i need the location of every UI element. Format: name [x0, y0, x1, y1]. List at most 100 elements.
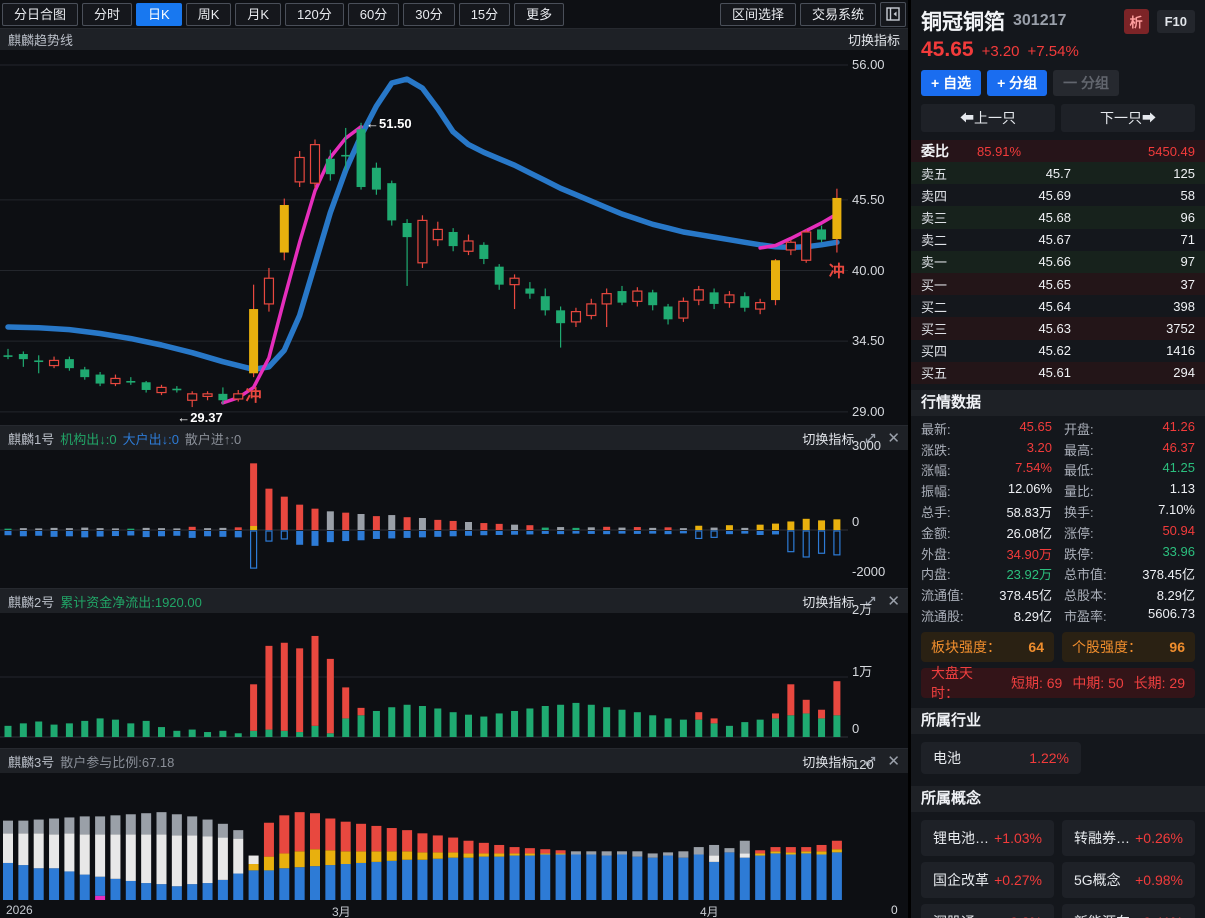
toolbar-tab-9[interactable]: 15分	[458, 2, 511, 26]
y-axis-label: 40.00	[852, 263, 885, 278]
sub2-chart-svg[interactable]	[0, 613, 848, 748]
order-book-row[interactable]: 卖三 45.68 96	[911, 206, 1205, 229]
close-icon[interactable]: ✕	[887, 429, 900, 447]
industry-chip[interactable]: 电池 1.22%	[921, 741, 1081, 774]
expand-icon[interactable]	[864, 595, 877, 608]
order-book-row[interactable]: 买五 45.61 294	[911, 361, 1205, 384]
quote-row: 流通股: 8.29亿 市盈率: 5606.73	[921, 605, 1195, 626]
stock-strength-chip[interactable]: 个股强度： 96	[1062, 631, 1195, 662]
add-group-button[interactable]: + 分组	[987, 70, 1048, 96]
toolbar-tab-6[interactable]: 120分	[285, 2, 344, 26]
quote-value: 5606.73	[1148, 605, 1195, 621]
concept-chip[interactable]: 深股通 +0.3%	[921, 903, 1054, 918]
concept-grid: 锂电池… +1.03% 转融券… +0.26% 国企改革 +0.27% 5G概念 +0.98%…	[911, 812, 1205, 918]
toolbar-tab-5[interactable]: 月K	[235, 2, 282, 26]
concept-chip[interactable]: 转融券… +0.26%	[1062, 819, 1195, 856]
toolbar-tab-1[interactable]: 分日合图	[2, 2, 79, 26]
add-watchlist-button[interactable]: + 自选	[921, 70, 982, 96]
quote-label: 流通值:	[921, 588, 964, 604]
toolbar-tab-8[interactable]: 30分	[403, 2, 455, 26]
remove-group-button[interactable]: 一 分组	[1053, 70, 1120, 96]
concept-change: +0.27%	[994, 871, 1042, 888]
kline-plot[interactable]: ←51.50 ←29.37 冲冲 56.00 45.50 40.00 34.50 29.00	[0, 50, 908, 425]
order-book-row[interactable]: 卖五 45.7 125	[911, 162, 1205, 185]
market-timing-chip[interactable]: 大盘天时： 短期: 69 中期: 50 长期: 29	[921, 665, 1195, 701]
y-axis-label: 45.50	[852, 192, 885, 207]
close-icon[interactable]: ✕	[887, 752, 900, 770]
book-price: 45.64	[1038, 298, 1071, 314]
concept-chip[interactable]: 锂电池… +1.03%	[921, 819, 1054, 856]
quote-value: 46.37	[1162, 439, 1195, 455]
close-icon[interactable]: ✕	[887, 592, 900, 610]
quote-label: 总市值:	[1064, 567, 1107, 583]
next-stock-button[interactable]: 下一只➡	[1061, 104, 1195, 132]
f10-button[interactable]: F10	[1156, 9, 1195, 33]
sub2-plot[interactable]: 2万 1万 0	[0, 602, 908, 748]
quote-cell: 最低: 41.25	[1064, 460, 1195, 479]
concept-section-title: 所属概念	[911, 785, 1205, 812]
sub3-chart-svg[interactable]	[0, 773, 848, 903]
quote-row: 最新: 45.65 开盘: 41.26	[921, 418, 1195, 439]
quote-value: 12.06%	[1007, 481, 1052, 497]
concept-chip[interactable]: 新能源车 +0.41%	[1062, 903, 1195, 918]
book-price: 45.65	[1038, 276, 1071, 292]
order-book-row[interactable]: 买三 45.63 3752	[911, 317, 1205, 340]
trade-system-button[interactable]: 交易系统	[799, 2, 876, 26]
order-book-row[interactable]: 卖四 45.69 58	[911, 184, 1205, 207]
order-book-row[interactable]: 买四 45.62 1416	[911, 339, 1205, 362]
book-level-label: 卖一	[921, 255, 948, 271]
svg-text:←29.37: ←29.37	[177, 410, 223, 425]
switch-indicator-button-main[interactable]: 切换指标	[847, 33, 900, 48]
book-price: 45.68	[1038, 209, 1071, 225]
y-axis-label: 0	[852, 721, 860, 736]
book-volume: 1416	[1166, 343, 1195, 359]
trend-line-magenta	[758, 212, 839, 250]
switch-indicator-button-sub1[interactable]: 切换指标	[802, 431, 855, 447]
toolbar-tab-4[interactable]: 周K	[185, 2, 232, 26]
concept-chip[interactable]: 国企改革 +0.27%	[921, 861, 1054, 898]
toolbar-tab-10[interactable]: 更多	[514, 2, 565, 26]
stock-strength-value: 96	[1169, 638, 1185, 655]
trend-line-magenta	[221, 124, 363, 405]
sub2-legend: 累计资金净流出:1920.00	[60, 592, 206, 611]
switch-indicator-button-sub2[interactable]: 切换指标	[802, 594, 855, 610]
switch-indicator-button-sub3[interactable]: 切换指标	[802, 754, 855, 770]
expand-icon[interactable]	[864, 755, 877, 768]
quote-panel: 铜冠铜箔 301217 析 F10 45.65 +3.20 +7.54% + 自…	[908, 0, 1205, 918]
analyze-badge[interactable]: 析	[1123, 8, 1149, 34]
expand-icon[interactable]	[864, 432, 877, 445]
quote-row: 涨跌: 3.20 最高: 46.37	[921, 439, 1195, 460]
sub1-chart-svg[interactable]	[0, 450, 848, 588]
toolbar-tab-3[interactable]: 日K	[136, 2, 182, 26]
sub1-plot[interactable]: 3000 0 -2000	[0, 438, 908, 588]
quote-cell: 流通股: 8.29亿	[921, 606, 1052, 625]
toolbar-tab-7[interactable]: 60分	[347, 2, 400, 26]
concept-name: 锂电池…	[933, 829, 989, 846]
quote-value: 3.20	[1026, 439, 1052, 455]
sub3-zero-label: 0	[891, 903, 898, 917]
collapse-panel-button[interactable]	[880, 1, 906, 27]
toolbar-tab-2[interactable]: 分时	[82, 2, 133, 26]
range-select-button[interactable]: 区间选择	[719, 2, 796, 26]
prev-stock-button[interactable]: ⬅上一只	[921, 104, 1055, 132]
sub1-panel-title: 麒麟1号	[8, 431, 55, 447]
sector-strength-chip[interactable]: 板块强度： 64	[921, 631, 1054, 662]
quote-value: 378.45亿	[1142, 567, 1195, 583]
order-book-row[interactable]: 卖二 45.67 71	[911, 228, 1205, 251]
order-book-row[interactable]: 买一 45.65 37	[911, 272, 1205, 296]
quote-cell: 涨跌: 3.20	[921, 440, 1052, 459]
concept-change: +0.98%	[1135, 871, 1183, 888]
sub3-plot[interactable]: 120	[0, 757, 908, 903]
concept-chip[interactable]: 5G概念 +0.98%	[1062, 861, 1195, 898]
order-book-row[interactable]: 买二 45.64 398	[911, 295, 1205, 318]
quote-value: 7.10%	[1158, 501, 1195, 517]
order-book-row[interactable]: 卖一 45.66 97	[911, 250, 1205, 273]
svg-text:冲: 冲	[246, 386, 262, 405]
quote-data-grid: 最新: 45.65 开盘: 41.26 涨跌: 3.20 最高: 46.37 涨幅: 7.54% 最…	[911, 416, 1205, 626]
price-change: +3.20	[981, 43, 1020, 60]
quote-label: 量比:	[1064, 484, 1094, 500]
book-volume: 398	[1173, 298, 1195, 314]
book-price: 45.66	[1038, 254, 1071, 270]
legend-item: 累计资金净流出:1920.00	[60, 594, 202, 610]
